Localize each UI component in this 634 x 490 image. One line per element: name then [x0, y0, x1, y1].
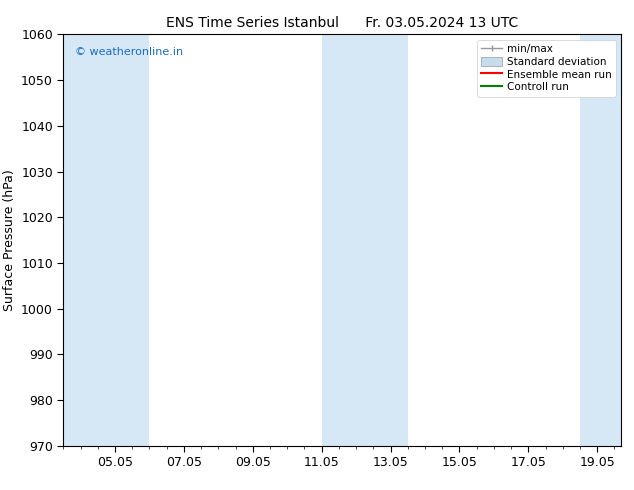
Legend: min/max, Standard deviation, Ensemble mean run, Controll run: min/max, Standard deviation, Ensemble me… — [477, 40, 616, 97]
Bar — [580, 34, 621, 446]
Text: © weatheronline.in: © weatheronline.in — [75, 47, 183, 57]
Title: ENS Time Series Istanbul      Fr. 03.05.2024 13 UTC: ENS Time Series Istanbul Fr. 03.05.2024 … — [166, 16, 519, 30]
Bar — [321, 34, 408, 446]
Y-axis label: Surface Pressure (hPa): Surface Pressure (hPa) — [3, 169, 16, 311]
Bar — [63, 34, 150, 446]
